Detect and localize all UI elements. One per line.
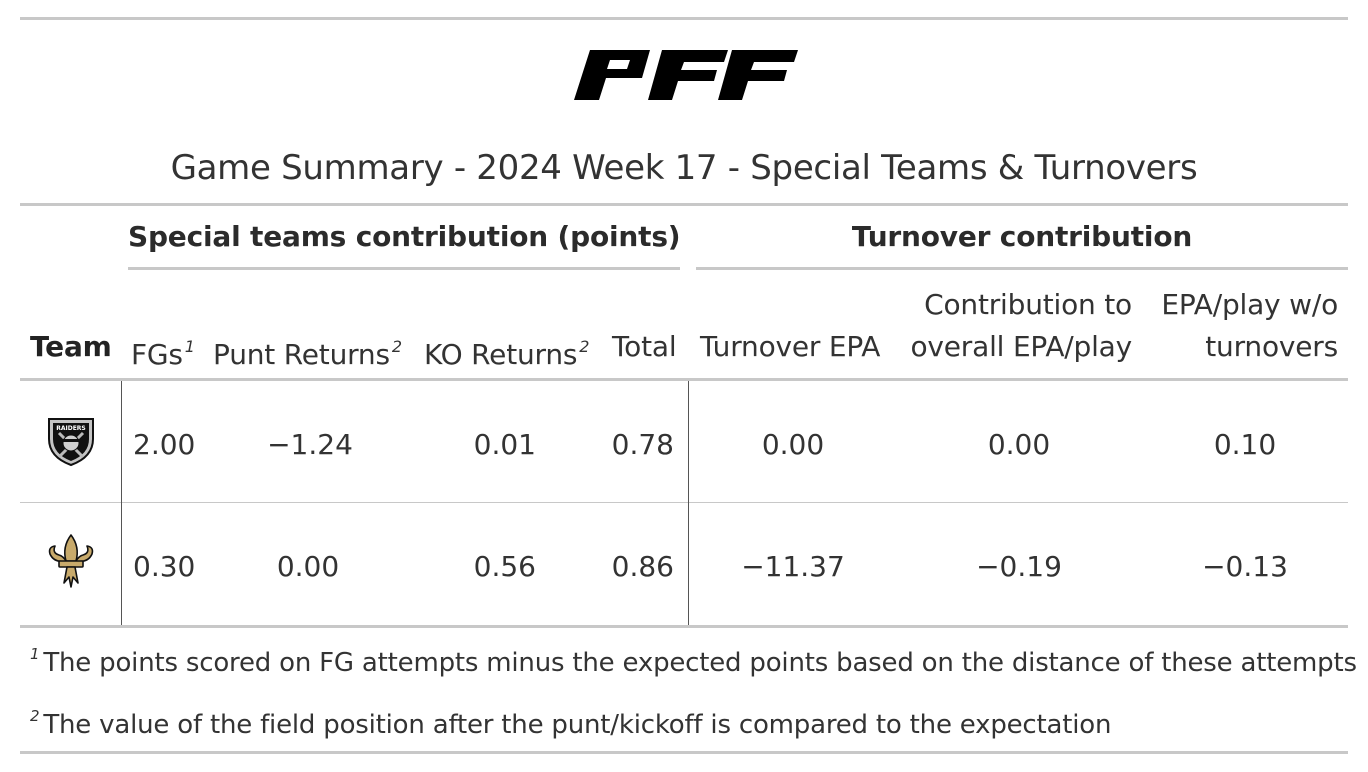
cell-punt-returns: 0.00: [276, 550, 340, 583]
raiders-logo-icon: RAIDERS: [48, 418, 94, 467]
top-rule: [20, 17, 1348, 20]
footnote-marker: 2: [30, 707, 40, 725]
table-title: Game Summary - 2024 Week 17 - Special Te…: [170, 148, 1198, 188]
cell-contribution: −0.19: [976, 550, 1062, 583]
cell-total: 0.78: [611, 428, 674, 461]
column-header-team: Team: [30, 330, 112, 363]
spanner-turnover-rule: [696, 267, 1348, 270]
column-header-ko-returns: KO Returns 2: [424, 326, 589, 376]
footnote-marker: 2: [391, 337, 402, 356]
spanner-special-teams-rule: [128, 267, 680, 270]
cell-turnover-epa: −11.37: [741, 550, 845, 583]
spanner-special-teams: Special teams contribution (points): [128, 220, 681, 253]
row-divider: [20, 502, 1348, 503]
cell-contribution: 0.00: [987, 428, 1051, 461]
column-header-epa-wo-turnovers: EPA/play w/o turnovers: [1140, 284, 1338, 368]
cell-epa-wo-turnovers: −0.13: [1202, 550, 1288, 583]
cell-ko-returns: 0.01: [473, 428, 536, 461]
cell-fgs: 2.00: [133, 428, 196, 461]
cell-total: 0.86: [611, 550, 674, 583]
column-header-epa-wo-line2: turnovers: [1205, 330, 1338, 363]
column-header-total: Total: [612, 330, 677, 363]
column-header-punt-returns: Punt Returns 2: [213, 326, 402, 376]
raiders-logo-text: RAIDERS: [56, 425, 86, 432]
saints-fleur-de-lis-icon: [48, 534, 94, 588]
table-bottom-rule: [20, 625, 1348, 628]
column-header-fgs: FGs 1: [131, 326, 195, 376]
footnote-text: The value of the field position after th…: [43, 710, 1112, 740]
footnote-2: 2 The value of the field position after t…: [30, 707, 1111, 740]
footnote-marker: 1: [184, 337, 195, 356]
cell-turnover-epa: 0.00: [761, 428, 825, 461]
column-header-epa-wo-line1: EPA/play w/o: [1161, 288, 1338, 321]
bottom-rule: [20, 751, 1348, 754]
column-header-turnover-epa: Turnover EPA: [700, 330, 881, 363]
footnote-marker: 1: [30, 645, 40, 663]
footnote-marker: 2: [579, 337, 590, 356]
cell-epa-wo-turnovers: 0.10: [1213, 428, 1277, 461]
title-rule: [20, 203, 1348, 206]
header-rule: [20, 378, 1348, 381]
cell-punt-returns: −1.24: [267, 428, 353, 461]
pff-logo: [574, 50, 798, 100]
cell-ko-returns: 0.56: [473, 550, 536, 583]
footnote-1: 1 The points scored on FG attempts minus …: [30, 645, 1357, 678]
column-header-contribution-line2: overall EPA/play: [910, 330, 1132, 363]
team-column-divider: [121, 381, 122, 625]
column-header-fgs-label: FGs: [131, 338, 183, 371]
cell-fgs: 0.30: [133, 550, 196, 583]
group-divider: [688, 381, 689, 625]
column-header-contribution-line1: Contribution to: [924, 288, 1132, 321]
column-header-contribution: Contribution to overall EPA/play: [900, 284, 1132, 368]
column-header-ko-returns-label: KO Returns: [424, 338, 578, 371]
spanner-turnover: Turnover contribution: [851, 220, 1193, 253]
footnote-text: The points scored on FG attempts minus t…: [43, 648, 1357, 678]
column-header-punt-returns-label: Punt Returns: [213, 338, 390, 371]
